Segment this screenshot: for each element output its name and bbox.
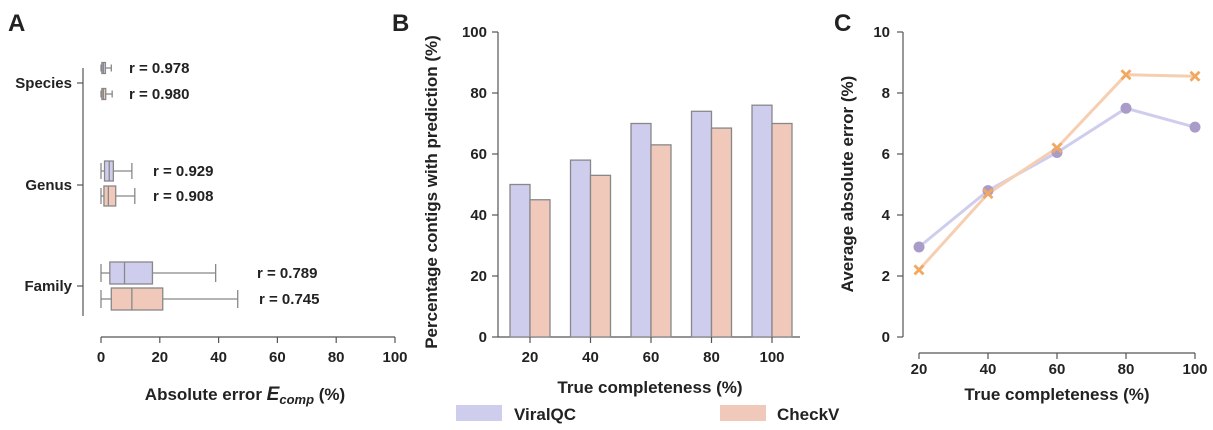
panel-b-x-tick-label: 80	[703, 349, 720, 366]
panel-c-point-checkv-100	[1189, 70, 1201, 82]
panel-c-x-tick-label: 40	[980, 361, 997, 378]
panel-c-point-checkv-40	[982, 188, 994, 200]
panel-a-genus-checkv-box	[103, 185, 117, 207]
legend-viralqc-swatch	[456, 405, 502, 421]
panel-c-point-viralqc-20	[913, 241, 925, 253]
panel-b-x-tick-label: 60	[643, 349, 660, 366]
panel-b-bar-viralqc-40	[569, 159, 592, 338]
panel-b-x-tick-label: 100	[759, 349, 784, 366]
panel-a-family-checkv-box	[110, 287, 164, 311]
panel-a-x-tick-label: 80	[328, 349, 345, 366]
panel-c-y-tick-label: 2	[882, 268, 890, 285]
panel-c-line-chart: True completeness (%) Average absolute e…	[838, 24, 1208, 404]
panel-c-letter: C	[834, 10, 851, 37]
panel-a-x-tick-label: 0	[97, 349, 105, 366]
panel-a-letter: A	[8, 10, 25, 37]
panel-a-x-tick-label: 60	[269, 349, 286, 366]
panel-b-x-axis-title: True completeness (%)	[557, 378, 742, 397]
panel-c-x-tick-label: 60	[1049, 361, 1066, 378]
panel-a-y-tick-label-family: Family	[24, 278, 72, 295]
panel-c-point-viralqc-80	[1120, 102, 1132, 114]
panel-b-x-tick-label: 20	[522, 349, 539, 366]
panel-a-x-tick-label: 100	[382, 349, 407, 366]
panel-b-y-tick-label: 40	[470, 207, 487, 224]
panel-c-point-checkv-80	[1120, 69, 1132, 81]
panel-c-x-tick-label: 20	[911, 361, 928, 378]
legend-checkv-label: CheckV	[777, 405, 840, 424]
panel-a-family-viralqc-r-label: r = 0.789	[257, 265, 317, 282]
panel-c-y-tick-label: 8	[882, 85, 890, 102]
panel-c-x-axis-title: True completeness (%)	[964, 385, 1149, 404]
panel-a-y-tick-label-species: Species	[15, 75, 72, 92]
panel-c-point-checkv-60	[1051, 142, 1063, 154]
panel-b-bar-checkv-20	[529, 199, 551, 338]
legend-viralqc-label: ViralQC	[514, 405, 576, 424]
panel-c-x-tick-label: 100	[1182, 361, 1207, 378]
panel-c-x-tick-label: 80	[1118, 361, 1135, 378]
panel-c-y-tick-label: 4	[882, 207, 891, 224]
panel-b-bar-checkv-100	[771, 122, 793, 338]
panel-b-bar-viralqc-60	[630, 122, 652, 338]
legend: ViralQC CheckV	[456, 405, 840, 424]
panel-b-y-tick-label: 20	[470, 268, 487, 285]
panel-a-y-tick-label-genus: Genus	[25, 177, 72, 194]
panel-a-genus-checkv-r-label: r = 0.908	[153, 188, 213, 205]
panel-b-y-tick-label: 0	[479, 329, 487, 346]
panel-c-point-viralqc-100	[1189, 121, 1201, 133]
panel-b-y-tick-label: 60	[470, 146, 487, 163]
panel-a-family-viralqc-box	[109, 261, 154, 285]
panel-b-letter: B	[392, 10, 409, 37]
panel-a-boxplot: Absolute error Ecomp (%) 0 20 40 60 80 100 Spe…	[15, 60, 407, 407]
panel-c-line-checkv	[917, 73, 1196, 271]
panel-b-y-axis-title: Percentage contigs with prediction (%)	[422, 35, 441, 349]
panel-c-point-viralqc-40	[982, 185, 994, 197]
panel-a-x-tick-label: 20	[151, 349, 168, 366]
panel-b-x-tick-label: 40	[582, 349, 599, 366]
panel-a-species-viralqc-r-label: r = 0.978	[129, 60, 189, 77]
panel-b-y-tick-label: 100	[462, 24, 487, 41]
panel-b-bar-checkv-40	[589, 174, 612, 338]
panel-c-point-checkv-20	[913, 264, 925, 276]
panel-b-bar-checkv-80	[710, 127, 733, 338]
legend-checkv-swatch	[720, 405, 766, 421]
panel-b-bar-checkv-60	[650, 144, 672, 338]
panel-c-y-axis-title: Average absolute error (%)	[838, 76, 857, 293]
panel-a-x-axis-title: Absolute error Ecomp (%)	[145, 384, 345, 407]
panel-a-genus-viralqc-r-label: r = 0.929	[153, 163, 213, 180]
panel-b-bar-viralqc-100	[751, 104, 773, 338]
panel-b-bar-chart: True completeness (%) Percentage contigs…	[422, 24, 800, 397]
panel-b-bar-viralqc-20	[509, 183, 531, 338]
panel-c-y-tick-label: 10	[873, 24, 890, 41]
panel-c-y-tick-label: 6	[882, 146, 890, 163]
panel-b-y-tick-label: 80	[470, 85, 487, 102]
panel-b-bar-viralqc-80	[690, 110, 713, 338]
panel-a-species-checkv-r-label: r = 0.980	[129, 86, 189, 103]
panel-c-y-tick-label: 0	[882, 329, 890, 346]
panel-a-family-checkv-r-label: r = 0.745	[259, 291, 319, 308]
panel-a-x-tick-label: 40	[210, 349, 227, 366]
